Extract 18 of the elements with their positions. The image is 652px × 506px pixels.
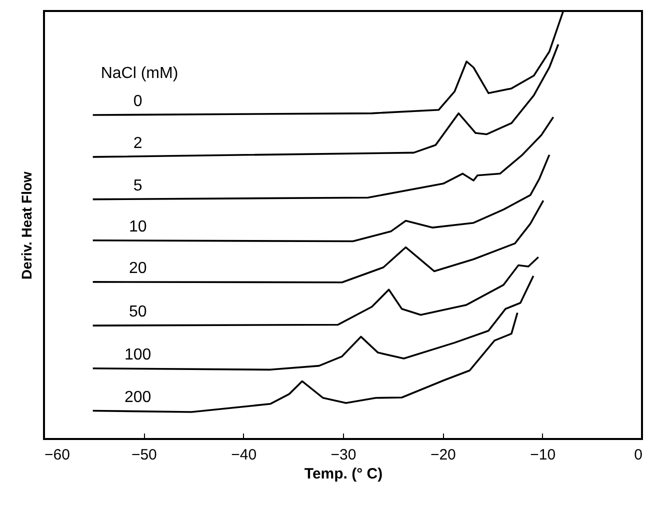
x-tick-label: −10 [530,446,556,464]
series-label: 10 [128,218,147,236]
x-tick-label: −40 [231,446,257,464]
x-axis-title: Temp. (° C) [304,466,383,482]
x-tick-label: −20 [430,446,456,464]
series-label: 20 [128,260,147,277]
x-tick-label: −30 [330,446,356,464]
series-label: 5 [133,177,142,194]
series-label: 2 [133,134,142,152]
x-tick-label: −60 [44,446,70,464]
series-label: 0 [133,93,142,110]
x-tick-label: −50 [131,446,157,464]
series-label: 200 [124,388,152,406]
x-tick-label: 0 [634,446,642,464]
legend-title: NaCl (mM) [100,65,178,82]
series-label: 100 [124,346,152,364]
series-label: 50 [128,304,147,321]
y-axis-title: Deriv. Heat Flow [18,171,34,280]
